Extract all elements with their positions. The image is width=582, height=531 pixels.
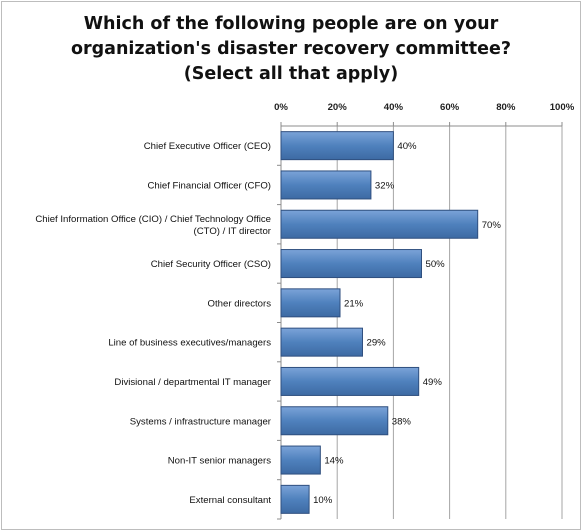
chart-title-line-1: Which of the following people are on you… <box>83 14 499 34</box>
x-tick-label: 100% <box>550 102 575 113</box>
bar <box>280 249 422 279</box>
category-label: External consultant <box>189 495 271 506</box>
x-tick-label: 0% <box>274 102 288 113</box>
category-label: Chief Security Officer (CSO) <box>151 259 271 270</box>
category-label: Chief Information Office (CIO) / Chief T… <box>35 214 271 225</box>
bar <box>280 209 479 239</box>
x-tick-label: 60% <box>440 102 460 113</box>
category-label: Chief Financial Officer (CFO) <box>147 180 271 191</box>
chart-title-line-2: organization's disaster recovery committ… <box>70 39 512 59</box>
bar <box>280 484 310 514</box>
bar <box>280 170 372 200</box>
bar <box>280 131 394 161</box>
data-label: 40% <box>397 141 417 152</box>
category-label: Divisional / departmental IT manager <box>114 377 271 388</box>
category-label: (CTO) / IT director <box>194 226 272 237</box>
bar <box>280 327 363 357</box>
bar <box>280 366 420 396</box>
chart-title-line-3: (Select all that apply) <box>183 64 399 84</box>
category-label: Non-IT senior managers <box>168 456 271 467</box>
data-label: 29% <box>366 338 386 349</box>
data-label: 70% <box>482 220 502 231</box>
data-label: 49% <box>423 377 443 388</box>
bar <box>280 406 389 436</box>
data-label: 21% <box>344 298 364 309</box>
data-label: 10% <box>313 495 333 506</box>
bar <box>280 288 341 318</box>
category-label: Systems / infrastructure manager <box>130 416 272 427</box>
bar <box>280 445 321 475</box>
data-label: 50% <box>426 259 446 270</box>
data-label: 38% <box>392 416 412 427</box>
category-label: Chief Executive Officer (CEO) <box>144 141 271 152</box>
category-label: Line of business executives/managers <box>108 338 271 349</box>
x-tick-label: 20% <box>328 102 348 113</box>
category-label: Other directors <box>208 298 272 309</box>
data-label: 32% <box>375 180 395 191</box>
x-tick-label: 40% <box>384 102 404 113</box>
chart-title: Which of the following people are on you… <box>0 12 582 87</box>
data-label: 14% <box>324 456 344 467</box>
x-tick-label: 80% <box>496 102 516 113</box>
